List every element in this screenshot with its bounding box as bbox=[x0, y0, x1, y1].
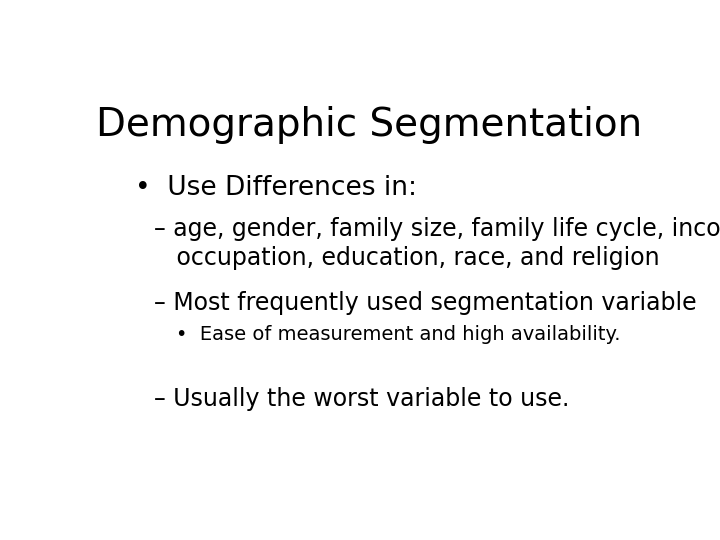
Text: •  Ease of measurement and high availability.: • Ease of measurement and high availabil… bbox=[176, 325, 621, 343]
Text: – Most frequently used segmentation variable: – Most frequently used segmentation vari… bbox=[154, 292, 697, 315]
Text: – age, gender, family size, family life cycle, income,: – age, gender, family size, family life … bbox=[154, 217, 720, 240]
Text: – Usually the worst: – Usually the worst bbox=[0, 539, 1, 540]
Text: Demographic Segmentation: Demographic Segmentation bbox=[96, 106, 642, 144]
Text: •  Use Differences in:: • Use Differences in: bbox=[135, 175, 417, 201]
Text: occupation, education, race, and religion: occupation, education, race, and religio… bbox=[154, 246, 660, 269]
Text: – Usually the: – Usually the bbox=[0, 539, 1, 540]
Text: – Usually the worst variable to use.: – Usually the worst variable to use. bbox=[154, 387, 570, 411]
